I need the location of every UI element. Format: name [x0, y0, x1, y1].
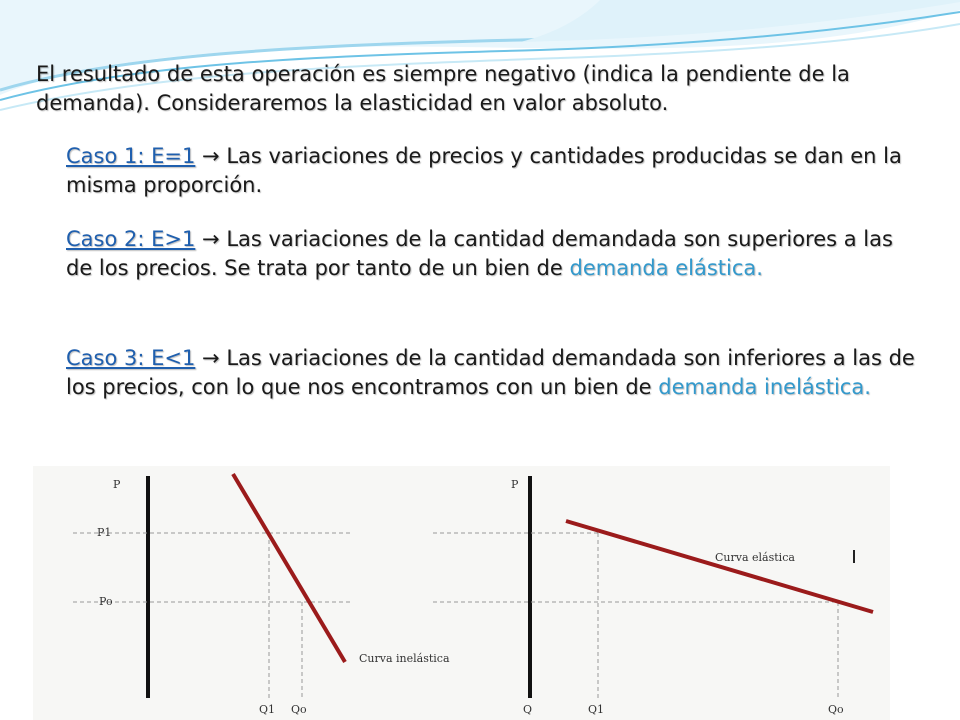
case-1-link[interactable]: Caso 1: E=1: [66, 144, 196, 168]
case-3-link[interactable]: Caso 3: E<1: [66, 346, 196, 370]
case-3: Caso 3: E<1 → Las variaciones de la cant…: [66, 344, 916, 402]
left-po-label: Po: [99, 595, 113, 608]
right-q1-label: Q1: [588, 703, 604, 716]
left-q1-label: Q1: [259, 703, 275, 716]
case-3-text: Las variaciones de la cantidad demandada…: [66, 346, 915, 399]
inelastic-curve: [231, 472, 347, 664]
elasticity-figure: P P1 Po Q1 Qo Curva inelástica P Q Q1 Qo…: [33, 466, 890, 720]
elasticity-diagram: P P1 Po Q1 Qo Curva inelástica P Q Q1 Qo…: [73, 472, 874, 716]
right-y-axis-label: P: [511, 478, 519, 491]
case-1-text: Las variaciones de precios y cantidades …: [66, 144, 902, 197]
case-3-highlight: demanda inelástica.: [658, 375, 871, 399]
case-2-link[interactable]: Caso 2: E>1: [66, 227, 196, 251]
left-qo-label: Qo: [291, 703, 307, 716]
right-origin-label: Q: [523, 703, 532, 716]
inelastic-curve-label: Curva inelástica: [359, 652, 450, 665]
arrow-right-icon: →: [202, 144, 220, 168]
intro-text: El resultado de esta operación es siempr…: [36, 62, 850, 115]
case-1: Caso 1: E=1 → Las variaciones de precios…: [66, 142, 916, 200]
left-y-axis-label: P: [113, 478, 121, 491]
arrow-right-icon: →: [202, 227, 220, 251]
case-2-text: Las variaciones de la cantidad demandada…: [66, 227, 893, 280]
left-p1-label: P1: [97, 526, 111, 539]
elastic-curve: [565, 519, 874, 614]
header-wave-decoration: [0, 0, 960, 111]
right-qo-label: Qo: [828, 703, 844, 716]
elastic-curve-label: Curva elástica: [715, 551, 795, 564]
arrow-right-icon: →: [202, 346, 220, 370]
case-2: Caso 2: E>1 → Las variaciones de la cant…: [66, 225, 916, 283]
case-2-highlight: demanda elástica.: [569, 256, 763, 280]
